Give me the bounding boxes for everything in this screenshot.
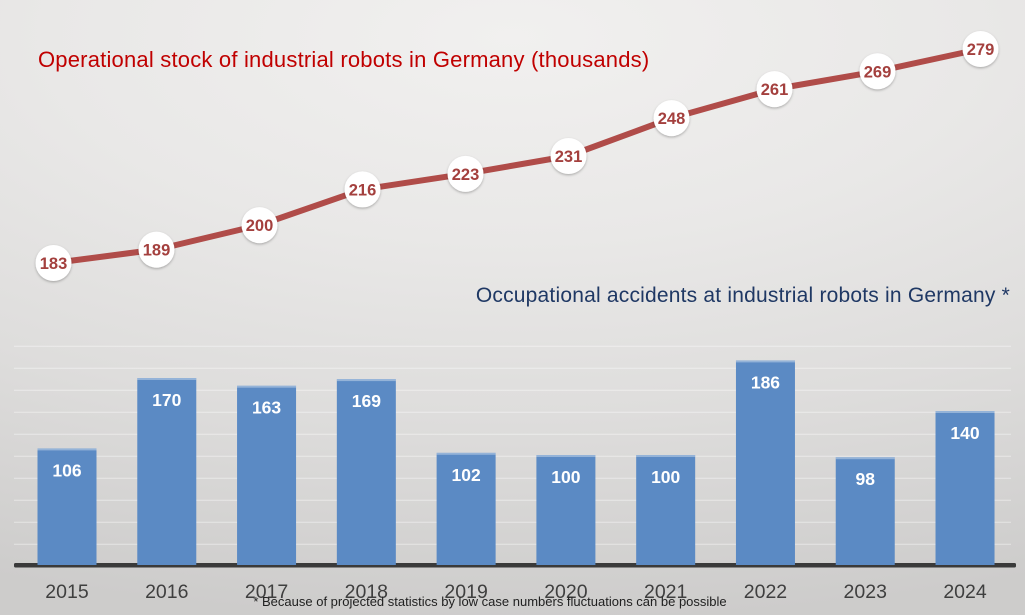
bar-value-label: 106 xyxy=(52,460,81,480)
bar xyxy=(735,360,795,565)
x-tick-label: 2017 xyxy=(245,581,288,603)
bar-chart-title: Occupational accidents at industrial rob… xyxy=(475,284,1010,307)
line-point-label: 261 xyxy=(761,81,789,99)
bar-value-label: 100 xyxy=(551,467,580,487)
line-point-label: 200 xyxy=(246,217,274,235)
line-point-marker xyxy=(962,30,999,67)
line-point-label: 216 xyxy=(349,181,377,199)
bar xyxy=(835,457,895,565)
bar xyxy=(636,455,696,565)
bar-top-highlight xyxy=(935,411,995,413)
bar-value-label: 163 xyxy=(252,398,281,418)
bar-top-highlight xyxy=(735,360,795,363)
line-point-label: 269 xyxy=(864,63,892,81)
bar-top-highlight xyxy=(436,452,496,455)
bar xyxy=(336,379,396,565)
bar-top-highlight xyxy=(636,455,696,457)
bar-top-highlight xyxy=(137,378,197,380)
line-point-label: 248 xyxy=(658,110,686,128)
bar-value-label: 170 xyxy=(152,390,181,410)
x-tick-label: 2016 xyxy=(145,581,188,603)
line-point-label: 183 xyxy=(40,255,68,273)
x-tick-label: 2020 xyxy=(544,581,588,603)
bar-top-highlight xyxy=(835,457,895,460)
line-point-label: 279 xyxy=(967,41,995,59)
x-tick-label: 2019 xyxy=(444,581,487,603)
bar-value-label: 100 xyxy=(651,467,680,487)
bar-value-label: 140 xyxy=(950,423,979,443)
x-tick-label: 2021 xyxy=(644,581,687,603)
line-point-marker xyxy=(241,207,278,244)
line-point-marker xyxy=(859,53,896,90)
line-point-marker xyxy=(344,171,381,208)
line-point-label: 189 xyxy=(143,242,171,260)
chart-footnote: * Because of projected statistics by low… xyxy=(253,594,727,609)
line-point-marker xyxy=(447,155,484,192)
line-point-marker xyxy=(35,245,72,281)
line-point-label: 231 xyxy=(555,148,583,166)
x-tick-label: 2022 xyxy=(744,581,787,603)
bar-top-highlight xyxy=(536,455,596,457)
bar-top-highlight xyxy=(336,379,396,382)
bar xyxy=(536,455,596,565)
line-point-marker xyxy=(550,137,587,174)
bar-value-label: 102 xyxy=(452,465,481,485)
line-point-marker xyxy=(653,100,690,137)
x-tick-label: 2023 xyxy=(844,581,887,603)
x-tick-label: 2024 xyxy=(943,581,987,603)
bar-top-highlight xyxy=(237,385,297,388)
bar-top-highlight xyxy=(37,448,97,451)
line-point-marker xyxy=(138,231,175,268)
bar xyxy=(137,378,197,565)
line-chart-title: Operational stock of industrial robots i… xyxy=(38,47,650,72)
x-tick-label: 2015 xyxy=(45,581,89,603)
bar xyxy=(935,411,995,565)
bar-value-label: 186 xyxy=(751,372,780,392)
bar xyxy=(237,385,297,565)
line-point-marker xyxy=(756,71,793,108)
x-tick-label: 2018 xyxy=(345,581,388,603)
line-point-label: 223 xyxy=(452,166,480,184)
bar xyxy=(436,452,496,565)
bar-value-label: 98 xyxy=(856,469,876,489)
bar-value-label: 169 xyxy=(352,391,381,411)
line-series xyxy=(50,45,984,266)
bar xyxy=(37,448,97,565)
